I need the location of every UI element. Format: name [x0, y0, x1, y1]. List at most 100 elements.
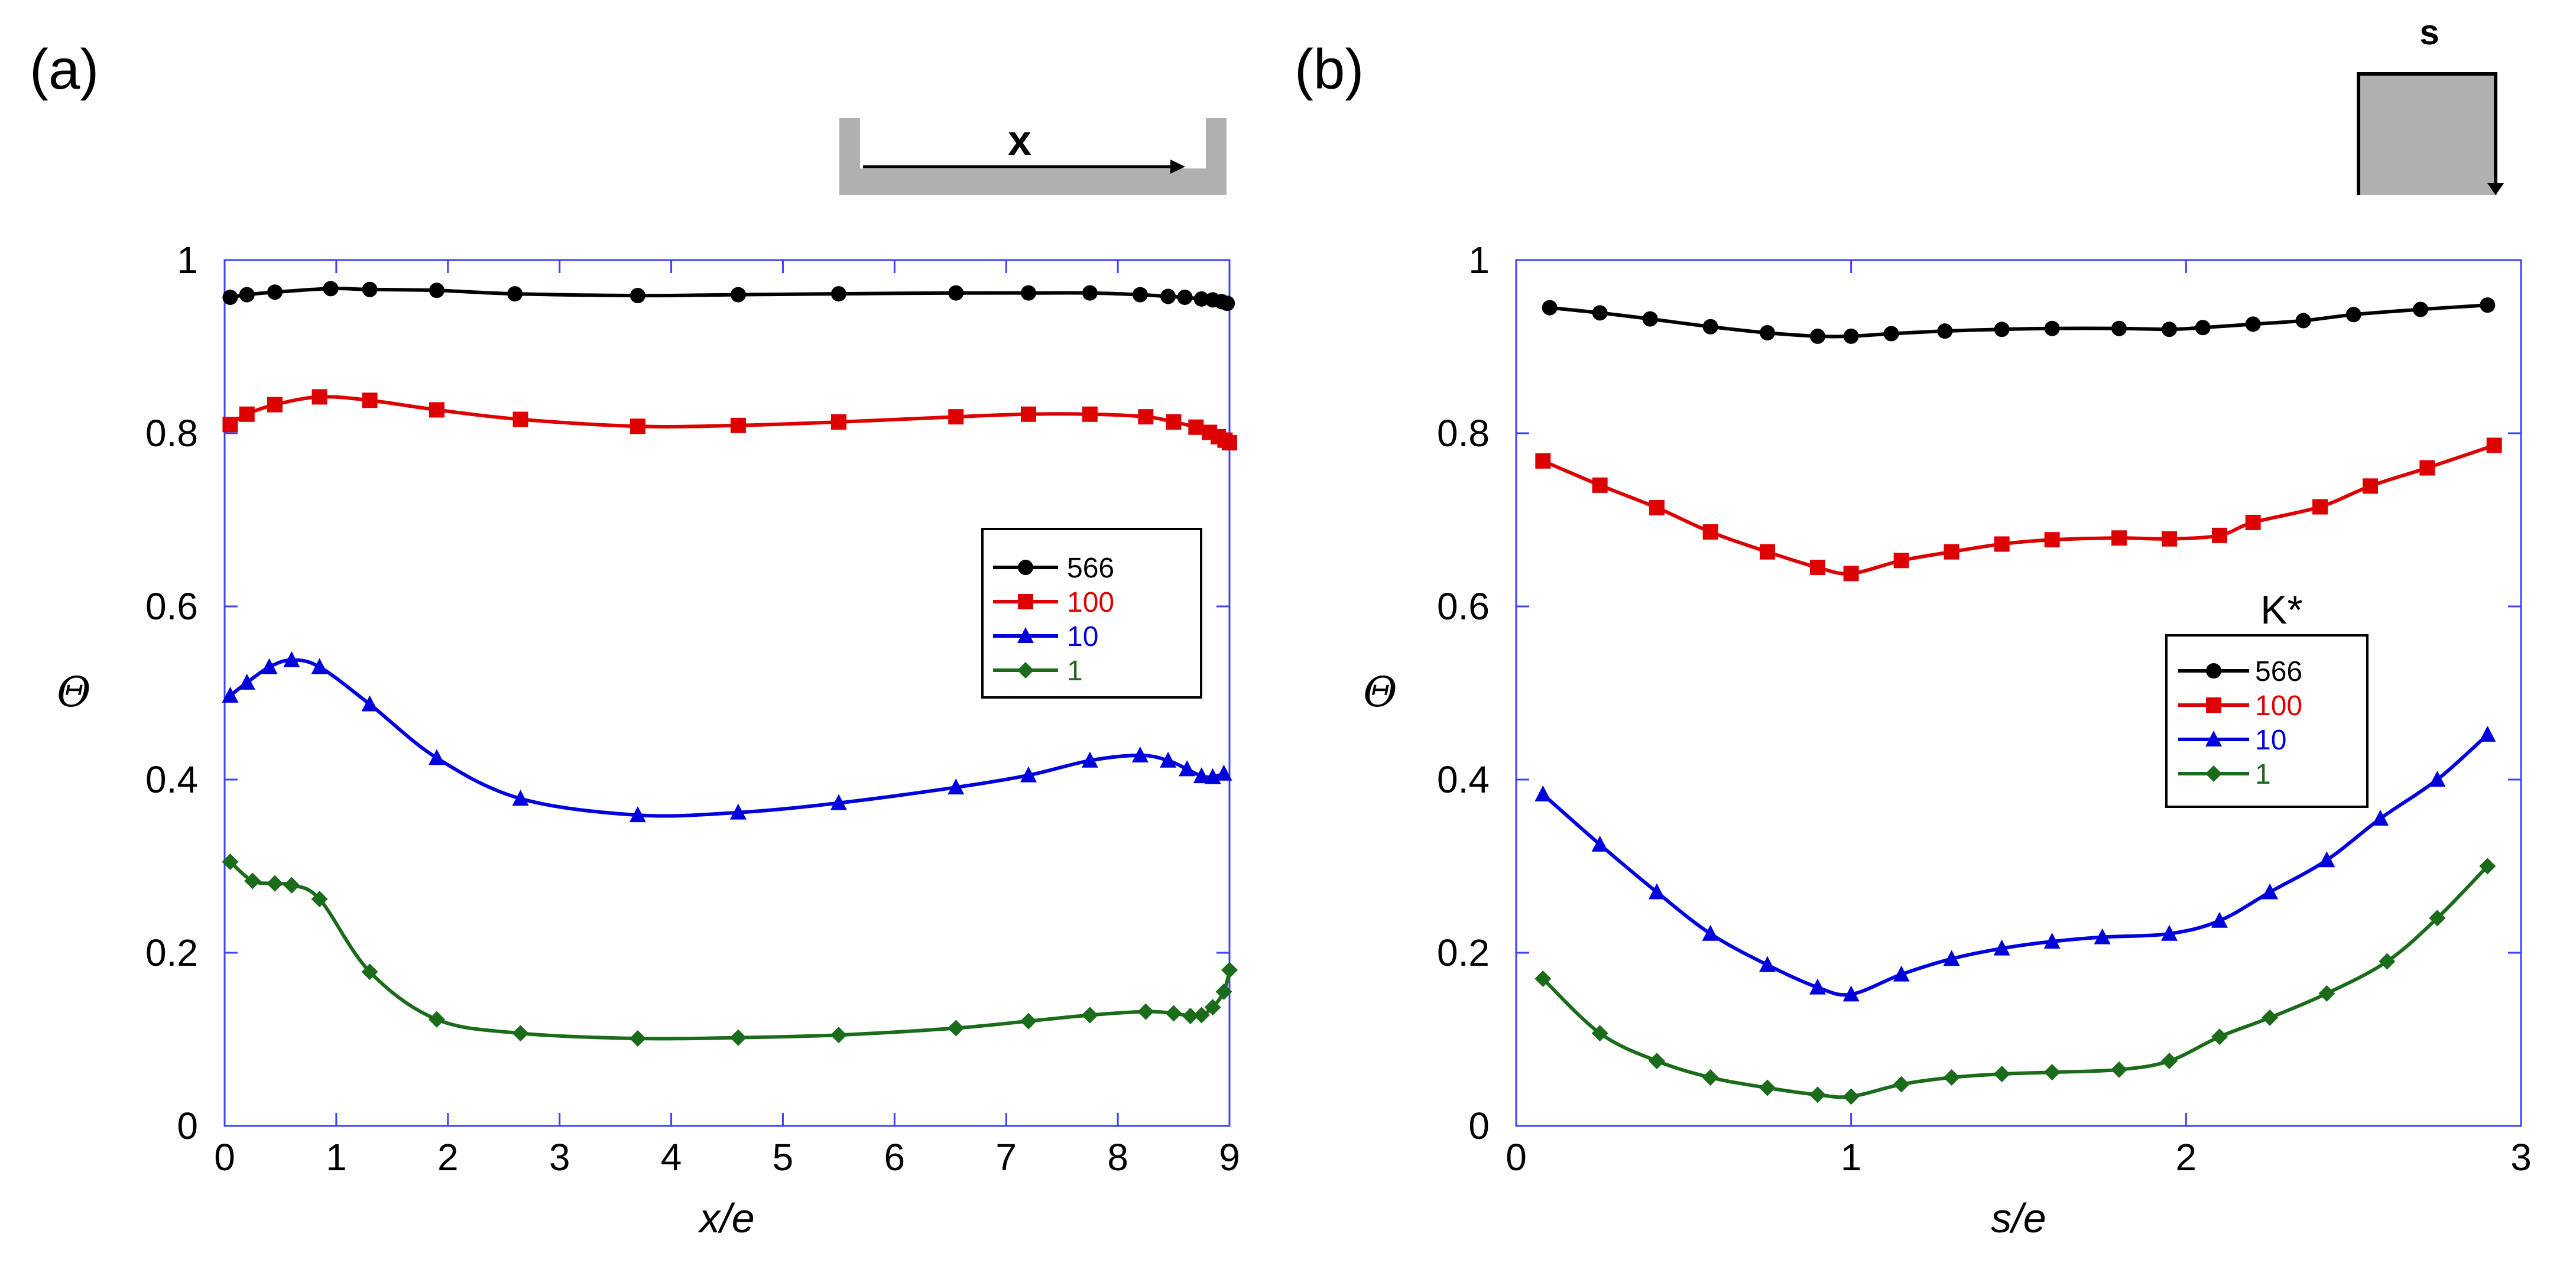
data-point-10 — [2479, 725, 2496, 742]
data-point-100 — [2044, 532, 2060, 548]
data-point-566 — [2413, 301, 2428, 317]
data-point-10 — [2372, 809, 2389, 826]
data-point-1 — [1193, 1007, 1210, 1024]
data-point-10 — [428, 749, 445, 765]
data-point-100 — [1138, 409, 1154, 425]
legend-entry-10: 10 — [2178, 725, 2286, 756]
data-point-1 — [1165, 1005, 1182, 1022]
data-point-10 — [261, 658, 278, 674]
data-point-1 — [629, 1030, 646, 1047]
legend-swatch-marker — [2205, 765, 2222, 782]
y-axis-title-b: Θ — [1363, 668, 1397, 716]
data-point-100 — [1944, 544, 1959, 560]
data-point-1 — [729, 1029, 747, 1046]
series-100 — [1535, 437, 2502, 582]
x-axis-title-b: s/e — [1991, 1195, 2046, 1241]
data-point-100 — [2312, 499, 2328, 515]
y-tick-label: 0.8 — [1437, 412, 1490, 455]
data-point-100 — [1760, 544, 1775, 560]
data-point-100 — [2363, 478, 2378, 494]
data-point-1 — [2262, 1009, 2278, 1026]
ticks-b — [1515, 259, 2522, 1127]
data-point-566 — [2480, 297, 2496, 313]
x-tick-label: 4 — [661, 1136, 682, 1179]
legend-entry-1: 1 — [993, 655, 1083, 687]
data-point-1 — [948, 1020, 965, 1037]
data-point-1 — [512, 1025, 529, 1042]
data-point-1 — [1020, 1012, 1037, 1030]
inset-arrow-head — [1170, 160, 1185, 174]
data-point-100 — [2245, 514, 2261, 530]
inset-channel-shape — [839, 118, 1227, 195]
data-point-566 — [2044, 320, 2060, 336]
data-point-1 — [1759, 1079, 1776, 1096]
data-point-100 — [239, 406, 255, 422]
legend-swatch-marker — [1017, 662, 1034, 679]
data-point-566 — [2345, 307, 2361, 323]
data-point-566 — [1937, 323, 1953, 339]
legend-entry-100: 100 — [2178, 690, 2302, 722]
data-point-10 — [1081, 751, 1098, 768]
data-point-1 — [1215, 983, 1232, 1000]
panel-label-a: (a) — [30, 38, 99, 101]
data-point-566 — [1082, 285, 1098, 301]
data-point-10 — [1020, 766, 1037, 783]
data-point-1 — [244, 872, 261, 890]
data-point-566 — [730, 287, 746, 303]
data-point-100 — [429, 402, 445, 418]
data-point-1 — [1809, 1086, 1826, 1103]
data-point-1 — [1182, 1007, 1199, 1024]
y-tick-label: 0 — [1468, 1105, 1490, 1147]
inset-block-shape — [2358, 74, 2497, 195]
data-point-1 — [2211, 1028, 2228, 1046]
data-point-566 — [1021, 285, 1036, 301]
data-point-100 — [1535, 453, 1551, 469]
data-point-100 — [1893, 553, 1909, 569]
data-point-566 — [2111, 320, 2127, 336]
data-point-10 — [2211, 911, 2228, 928]
plot-frame-b — [1515, 259, 2522, 1127]
data-point-10 — [1131, 746, 1149, 762]
y-tick-label: 1 — [1468, 239, 1490, 281]
data-point-10 — [238, 673, 255, 690]
legend-label: 1 — [2255, 759, 2271, 790]
x-tick-label: 2 — [437, 1136, 459, 1179]
series-10 — [222, 651, 1232, 823]
data-point-100 — [2111, 530, 2127, 546]
data-point-10 — [1842, 985, 1860, 1002]
data-point-100 — [1702, 524, 1718, 540]
x-tick-labels-a: 0 1 2 3 4 5 6 7 8 9 — [214, 1136, 1240, 1179]
data-point-10 — [729, 803, 747, 820]
data-point-10 — [1702, 924, 1719, 941]
legend-swatch-marker — [2206, 697, 2221, 713]
data-point-100 — [1166, 414, 1182, 430]
data-point-10 — [1193, 767, 1210, 784]
data-point-100 — [1649, 499, 1665, 515]
data-point-566 — [507, 286, 523, 302]
inset-path-arrow — [2487, 183, 2504, 195]
data-point-1 — [2161, 1053, 2178, 1070]
legend-label: 566 — [2255, 656, 2302, 687]
legend-label: 100 — [1067, 587, 1114, 618]
series-566 — [222, 281, 1235, 311]
x-axis-title-a: x/e — [697, 1195, 754, 1241]
data-point-566 — [1219, 296, 1235, 311]
inset-b: s — [2357, 12, 2504, 195]
y-tick-label: 0 — [177, 1105, 198, 1147]
panel-label-b: (b) — [1295, 38, 1364, 101]
data-point-566 — [1592, 305, 1608, 321]
data-point-100 — [1592, 477, 1608, 493]
data-point-10 — [948, 778, 965, 795]
data-point-566 — [830, 286, 846, 302]
data-point-1 — [1591, 1025, 1608, 1042]
data-point-566 — [2195, 320, 2211, 336]
data-point-1 — [361, 963, 378, 981]
data-point-100 — [630, 418, 645, 434]
data-point-566 — [2295, 313, 2311, 329]
data-point-100 — [312, 389, 327, 405]
